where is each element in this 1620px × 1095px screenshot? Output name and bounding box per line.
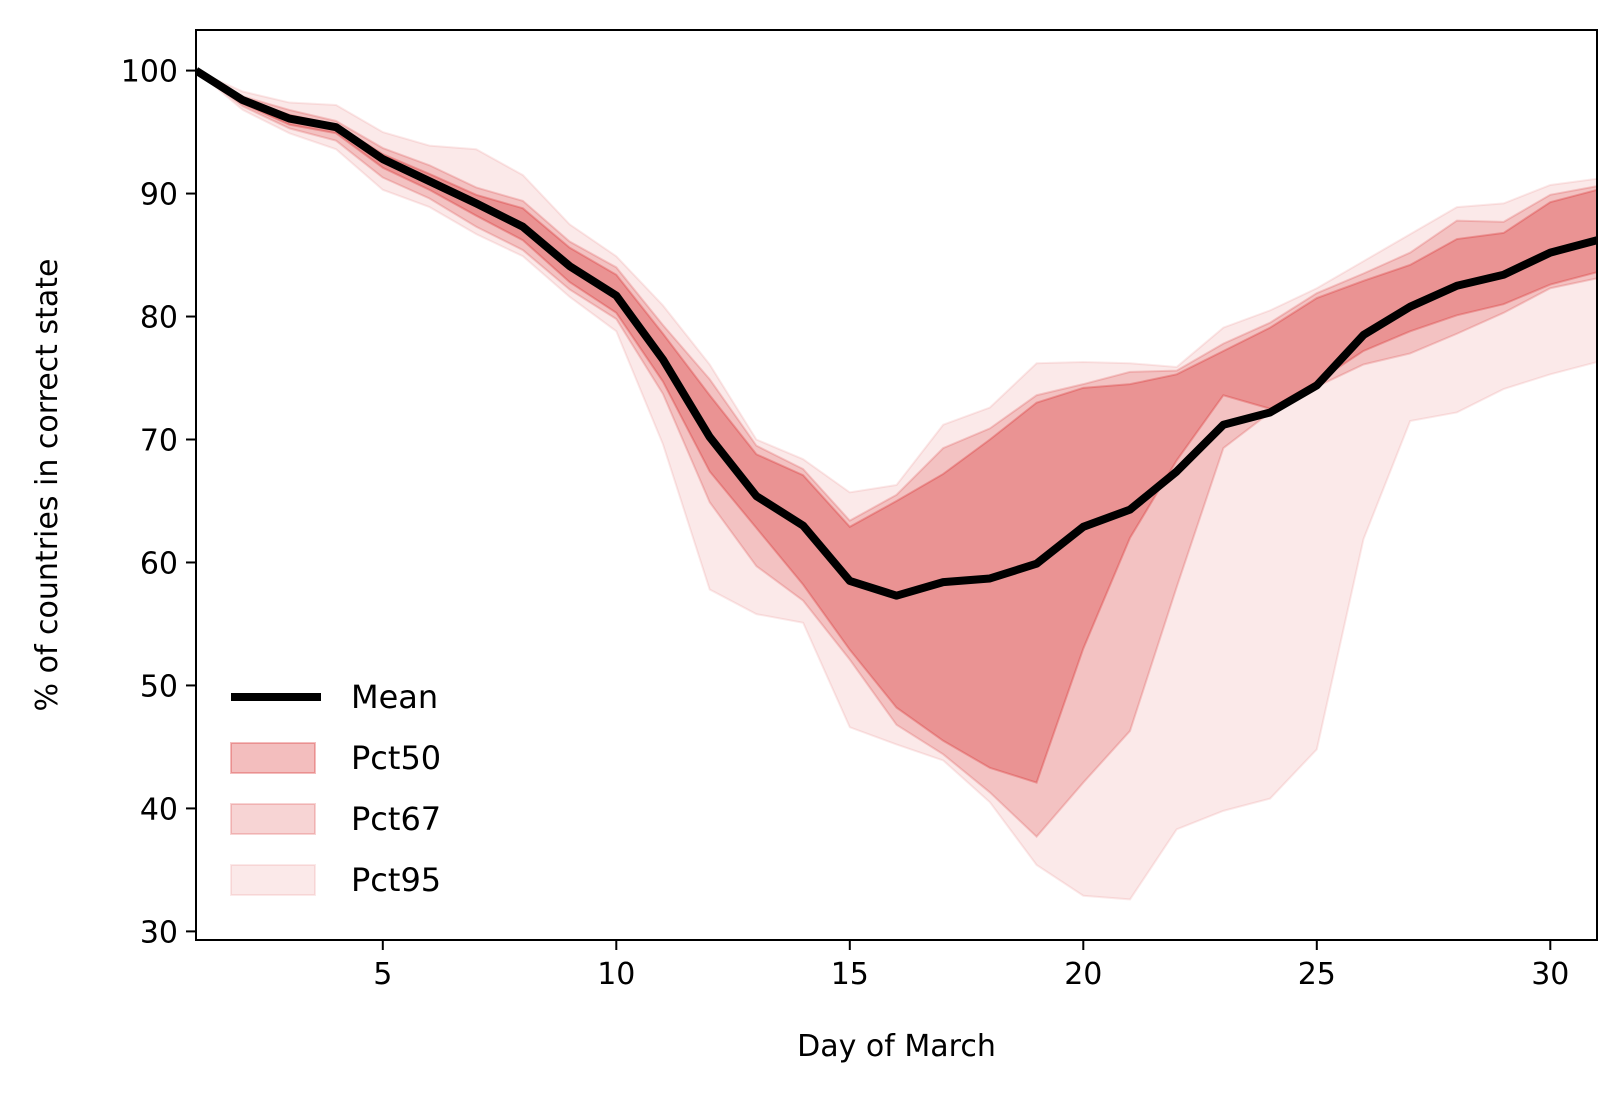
y-axis-label: % of countries in correct state — [30, 259, 65, 712]
x-tick-label: 5 — [373, 957, 392, 992]
y-axis: 30 40 50 60 70 80 90 100 — [121, 55, 196, 950]
x-tick-label: 30 — [1531, 957, 1569, 992]
x-axis-label: Day of March — [797, 1029, 996, 1064]
line-layer — [196, 67, 1597, 600]
legend-swatch-pct95 — [230, 864, 316, 896]
y-tick-label: 80 — [140, 301, 178, 336]
y-tick-label: 70 — [140, 424, 178, 459]
legend-swatch-pct67 — [230, 803, 316, 835]
x-tick-label: 10 — [597, 957, 635, 992]
legend-label-mean: Mean — [351, 678, 438, 716]
x-tick-label: 25 — [1298, 957, 1336, 992]
x-tick-label: 20 — [1064, 957, 1102, 992]
y-tick-label: 100 — [121, 55, 178, 90]
legend: Mean Pct50 Pct67 Pct95 — [230, 678, 441, 899]
plot-frame — [195, 29, 1598, 941]
band-pct67 — [196, 69, 1597, 839]
legend-label-pct67: Pct67 — [351, 800, 441, 838]
legend-swatch-pct50 — [230, 742, 316, 774]
legend-label-pct95: Pct95 — [351, 861, 441, 899]
x-tick-label: 15 — [831, 957, 869, 992]
x-axis: 5 10 15 20 25 30 — [373, 940, 1569, 992]
y-tick-label: 50 — [140, 669, 178, 704]
y-tick-label: 60 — [140, 546, 178, 581]
legend-label-pct50: Pct50 — [351, 739, 441, 777]
band-pct95 — [196, 69, 1597, 901]
y-tick-label: 30 — [140, 915, 178, 950]
y-tick-label: 90 — [140, 178, 178, 213]
y-tick-label: 40 — [140, 792, 178, 827]
mean-line — [196, 67, 1597, 600]
